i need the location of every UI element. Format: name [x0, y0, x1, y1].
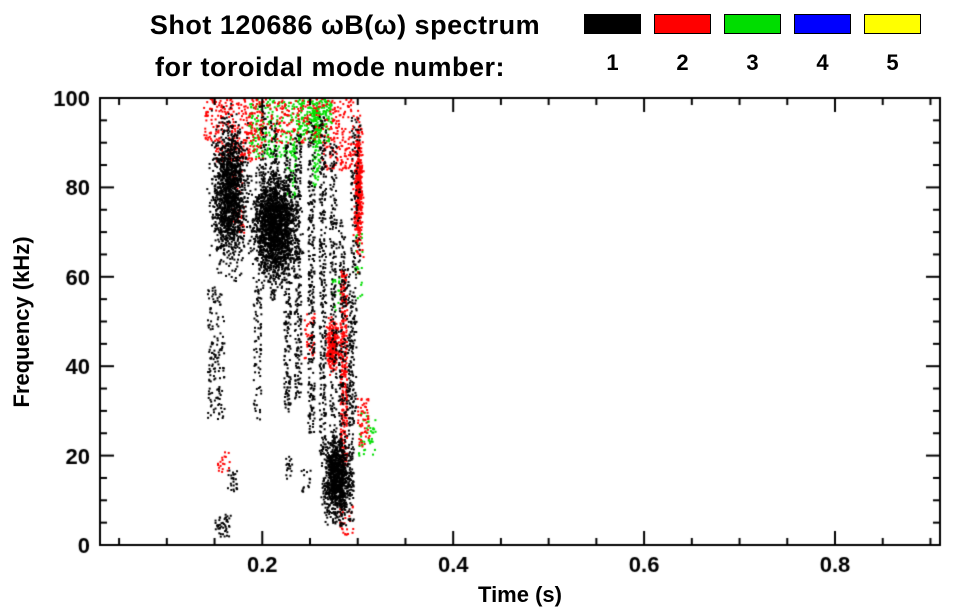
y-axis-title: Frequency (kHz) — [9, 236, 34, 408]
x-axis-title: Time (s) — [478, 582, 562, 607]
